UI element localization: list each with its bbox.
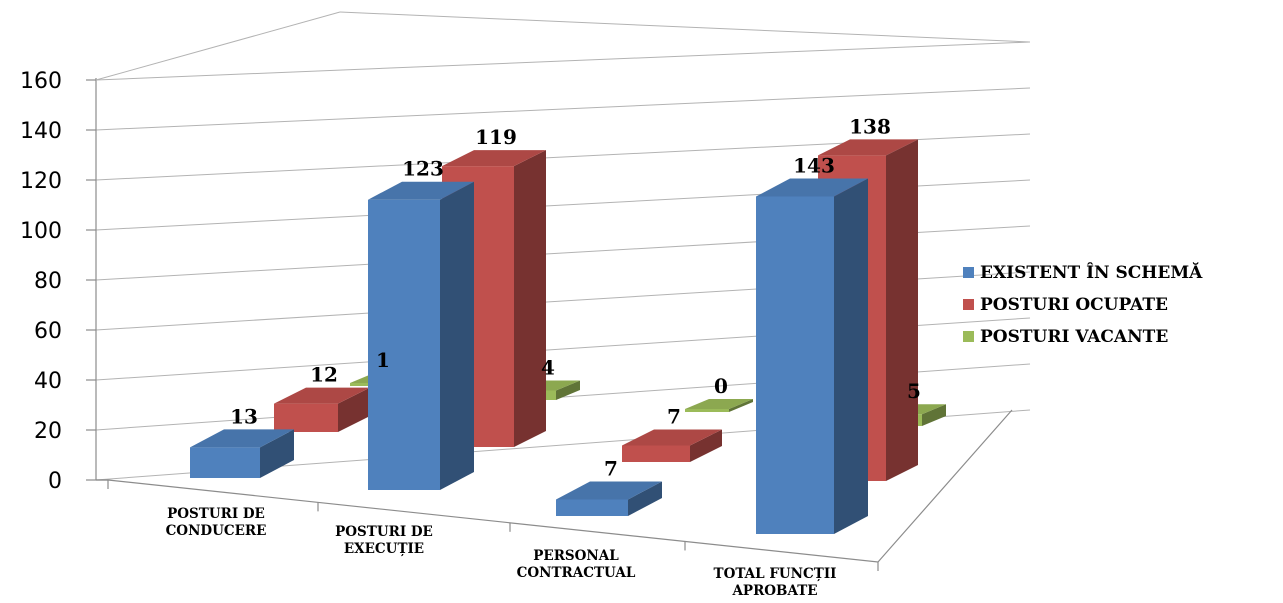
bars xyxy=(190,139,946,534)
legend-swatch xyxy=(963,267,974,278)
y-tick-label: 60 xyxy=(34,319,62,344)
gridline xyxy=(95,87,1031,131)
bar-top-face xyxy=(190,429,294,448)
bar-top-face xyxy=(622,429,722,446)
data-label: 13 xyxy=(230,404,258,428)
bar xyxy=(190,429,294,478)
bar xyxy=(274,387,370,432)
bar-side-face xyxy=(556,380,580,400)
y-axis-ticks: 0 20 40 60 80 100 120 140 160 xyxy=(20,69,62,494)
data-label: 4 xyxy=(541,356,555,380)
data-label: 12 xyxy=(310,363,338,387)
legend-swatch xyxy=(963,331,974,342)
bar-side-face xyxy=(338,387,370,432)
legend: EXISTENT ÎN SCHEMĂ POSTURI OCUPATE POSTURI… xyxy=(963,262,1203,347)
bar xyxy=(368,181,474,490)
data-label: 138 xyxy=(849,114,891,138)
bar-side-face xyxy=(514,150,546,447)
y-tick-label: 80 xyxy=(34,269,62,294)
bar xyxy=(556,481,662,516)
bar-top-face xyxy=(274,387,370,404)
bar-front-face xyxy=(556,499,628,516)
legend-label: POSTURI VACANTE xyxy=(980,327,1168,347)
bar-top-face xyxy=(368,181,474,200)
bar xyxy=(756,178,868,534)
y-tick-label: 0 xyxy=(48,469,62,494)
category-label: POSTURI DE CONDUCERE xyxy=(166,506,267,539)
bar xyxy=(622,429,722,462)
data-labels: 1 4 0 5 12 119 7 138 13 123 7 143 xyxy=(230,114,921,480)
category-label: PERSONAL CONTRACTUAL xyxy=(517,548,636,581)
data-label: 7 xyxy=(667,404,681,428)
bar-front-face xyxy=(190,447,260,478)
bar xyxy=(685,399,753,412)
bar-side-face xyxy=(628,481,662,516)
bar-front-face xyxy=(622,445,690,462)
bar-side-face xyxy=(886,139,918,481)
y-tick-label: 140 xyxy=(20,119,62,144)
y-tick-label: 20 xyxy=(34,419,62,444)
x-axis-categories: POSTURI DE CONDUCERE POSTURI DE EXECUȚIE PER… xyxy=(166,506,837,599)
data-label: 1 xyxy=(376,348,390,372)
bar-top-face xyxy=(556,481,662,500)
bar-top-face xyxy=(818,139,918,156)
y-tick-label: 160 xyxy=(20,69,62,94)
category-label: TOTAL FUNCȚII APROBATE xyxy=(714,566,837,599)
category-label: POSTURI DE EXECUȚIE xyxy=(335,524,433,557)
bar-top-face xyxy=(685,399,753,409)
data-label: 143 xyxy=(793,154,835,178)
bar-side-face xyxy=(729,399,753,412)
bar-top-face xyxy=(442,150,546,167)
bar-top-face xyxy=(756,178,868,197)
y-tick-label: 40 xyxy=(34,369,62,394)
back-wall-top xyxy=(339,11,1031,43)
legend-label: EXISTENT ÎN SCHEMĂ xyxy=(980,262,1203,283)
data-label: 7 xyxy=(604,456,618,480)
data-label: 5 xyxy=(907,379,921,403)
data-label: 119 xyxy=(475,125,517,149)
legend-swatch xyxy=(963,299,974,310)
gridline xyxy=(95,41,1031,81)
bar-side-face xyxy=(922,404,946,426)
bar-front-face xyxy=(685,409,729,412)
back-wall-top xyxy=(95,11,341,81)
legend-label: POSTURI OCUPATE xyxy=(980,295,1168,315)
y-tick-label: 100 xyxy=(20,219,62,244)
bar-side-face xyxy=(440,181,474,490)
data-label: 0 xyxy=(714,374,728,398)
bar-front-face xyxy=(368,199,440,490)
bar-side-face xyxy=(260,429,294,478)
bar-front-face xyxy=(756,196,834,534)
y-tick-label: 120 xyxy=(20,169,62,194)
bar-front-face xyxy=(274,403,338,432)
data-label: 123 xyxy=(402,157,444,181)
bar-side-face xyxy=(834,178,868,534)
bar-side-face xyxy=(690,429,722,462)
